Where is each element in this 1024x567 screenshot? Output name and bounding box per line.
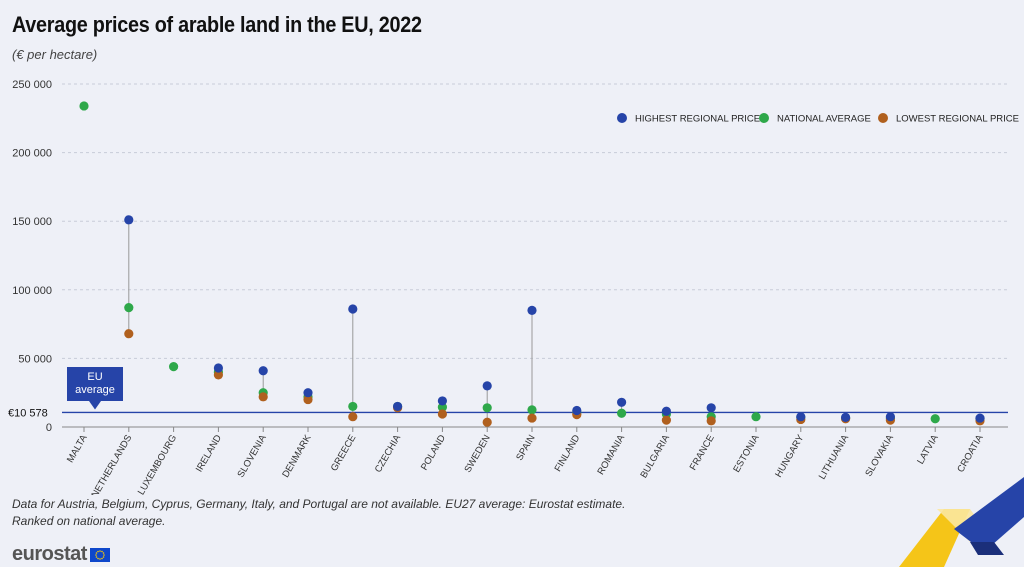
- legend: HIGHEST REGIONAL PRICE NATIONAL AVERAGE LO…: [617, 113, 1019, 125]
- eu-average-badge-label: EU: [87, 371, 102, 383]
- x-tick-label: ROMANIA: [595, 432, 627, 476]
- point-lowest: [706, 416, 716, 426]
- x-tick-label: LATVIA: [915, 432, 941, 466]
- eu-flag-icon: [89, 547, 110, 562]
- legend-marker-lowest: [878, 113, 888, 123]
- point-national: [617, 408, 627, 418]
- x-tick-label: MALTA: [65, 432, 90, 464]
- eu-average-badge-label: average: [75, 384, 115, 396]
- point-highest: [303, 388, 313, 398]
- point-highest: [975, 413, 985, 423]
- corner-decoration: [899, 477, 1024, 567]
- x-tick-label: POLAND: [419, 433, 448, 472]
- x-tick-label: SPAIN: [514, 433, 537, 463]
- x-tick-label: FINLAND: [553, 433, 583, 474]
- x-tick-label: HUNGARY: [773, 432, 807, 479]
- point-highest: [706, 403, 716, 413]
- point-highest: [213, 363, 223, 373]
- point-highest: [258, 366, 268, 376]
- point-highest: [124, 215, 134, 225]
- point-national: [124, 303, 134, 313]
- point-national: [930, 414, 940, 424]
- eu-average-value-label: €10 578: [8, 407, 48, 419]
- stem-layer: [128, 219, 981, 423]
- legend-marker-national: [759, 113, 769, 123]
- legend-label-highest: HIGHEST REGIONAL PRICE: [635, 114, 760, 125]
- y-tick-label: 100 000: [12, 285, 52, 297]
- point-lowest: [258, 392, 268, 402]
- eurostat-logo-text: eurostat: [12, 543, 87, 565]
- point-highest: [348, 304, 358, 314]
- x-tick-label: FRANCE: [688, 433, 717, 472]
- chart-subtitle: (€ per hectare): [12, 47, 98, 62]
- x-tick-label: BULGARIA: [638, 432, 672, 480]
- y-tick-label: 250 000: [12, 79, 52, 91]
- x-tick-label: CROATIA: [955, 432, 986, 474]
- point-lowest: [348, 412, 358, 422]
- y-tick-label: 50 000: [18, 353, 52, 365]
- x-tick-label: SLOVENIA: [236, 432, 270, 479]
- point-national: [169, 362, 179, 372]
- x-tick-label: SWEDEN: [462, 433, 492, 475]
- chart-title: Average prices of arable land in the EU,…: [12, 12, 422, 37]
- legend-marker-highest: [617, 113, 627, 123]
- point-national: [482, 403, 492, 413]
- footnote-availability: Data for Austria, Belgium, Cyprus, Germa…: [12, 497, 626, 511]
- grid-layer: [62, 83, 1008, 428]
- y-axis-ticks: 0 50 000 100 000 150 000 200 000 250 000: [12, 79, 52, 434]
- point-highest: [572, 405, 582, 416]
- x-tick-label: LITHUANIA: [817, 432, 852, 481]
- point-highest: [661, 406, 672, 416]
- point-national: [79, 101, 89, 111]
- footnote-ranking: Ranked on national average.: [12, 514, 166, 528]
- x-tick-label: LUXEMBOURG: [136, 433, 179, 495]
- point-highest: [527, 305, 537, 315]
- point-lowest: [527, 413, 537, 423]
- point-lowest: [661, 415, 672, 425]
- point-highest: [393, 401, 403, 412]
- point-highest: [437, 396, 447, 406]
- point-lowest: [303, 394, 313, 405]
- point-highest: [482, 381, 492, 391]
- x-tick-label: DENMARK: [280, 432, 314, 479]
- data-points: [79, 101, 985, 427]
- eurostat-logo: eurostat: [12, 543, 110, 566]
- point-national: [751, 412, 761, 422]
- eu-average-badge-pointer: [89, 401, 101, 410]
- point-lowest: [437, 409, 447, 419]
- point-lowest: [124, 329, 134, 339]
- y-tick-label: 200 000: [12, 148, 52, 160]
- x-tick-label: SLOVAKIA: [863, 432, 896, 478]
- legend-label-lowest: LOWEST REGIONAL PRICE: [896, 114, 1019, 125]
- point-highest: [885, 412, 896, 422]
- x-tick-label: IRELAND: [194, 433, 224, 474]
- legend-label-national: NATIONAL AVERAGE: [777, 114, 871, 125]
- x-tick-label: CZECHIA: [373, 432, 404, 474]
- y-tick-label: 150 000: [12, 216, 52, 228]
- x-tick-label: ESTONIA: [731, 432, 762, 474]
- x-tick-label: GREECE: [329, 433, 359, 473]
- point-lowest: [213, 370, 223, 380]
- point-national: [348, 401, 358, 412]
- point-lowest: [482, 417, 492, 427]
- x-axis-ticks: MALTA NETHERLANDS LUXEMBOURG IRELAND SLOVENI…: [65, 427, 986, 495]
- point-highest: [796, 412, 806, 422]
- eu-average-badge: [67, 367, 123, 401]
- point-highest: [841, 412, 851, 422]
- x-tick-label: NETHERLANDS: [89, 433, 134, 495]
- point-national: [527, 405, 537, 415]
- y-tick-label: 0: [46, 422, 52, 434]
- point-highest: [617, 397, 627, 407]
